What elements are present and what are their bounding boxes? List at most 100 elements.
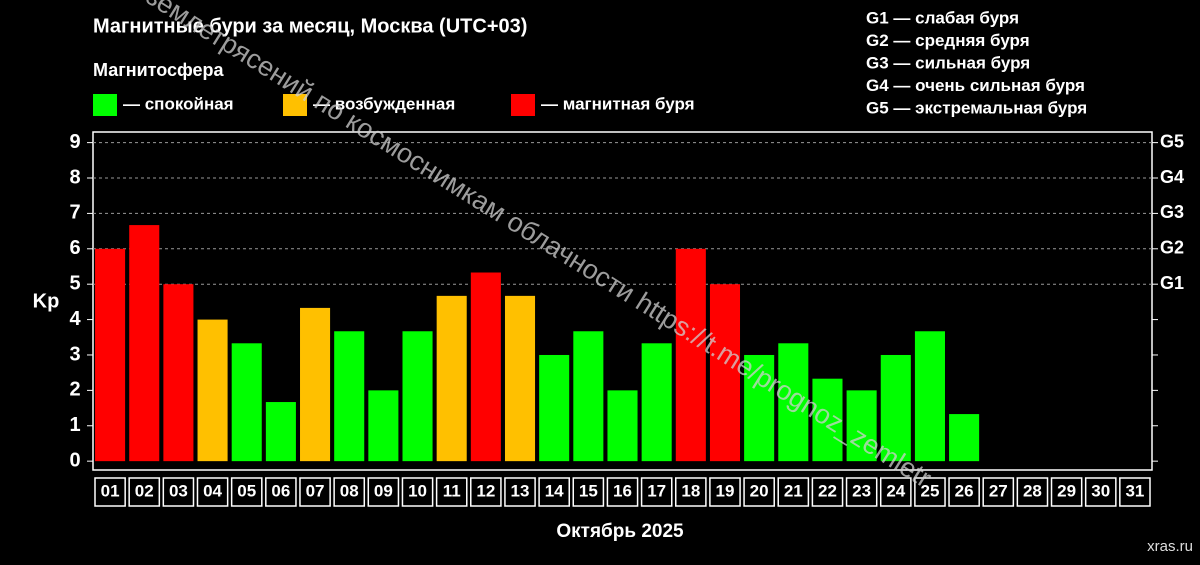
g-legend-label: G5 — экстремальная буря — [866, 98, 1087, 117]
x-tick-box — [230, 477, 263, 507]
y-tick-label: 2 — [69, 379, 80, 401]
x-tick-box — [367, 477, 400, 507]
x-tick-label: 18 — [681, 481, 700, 500]
x-tick-box — [196, 477, 229, 507]
x-tick-label: 26 — [955, 481, 974, 500]
chart-subtitle: Магнитосфера — [93, 60, 225, 80]
x-tick-label: 21 — [784, 481, 803, 500]
x-tick-label: 09 — [374, 481, 393, 500]
x-tick-box — [94, 477, 126, 507]
bar — [744, 354, 775, 462]
y-axis-label: Kp — [33, 290, 60, 312]
x-tick-box — [606, 477, 639, 507]
x-tick-label: 10 — [408, 481, 427, 500]
x-tick-box — [572, 477, 605, 507]
bar — [231, 343, 262, 462]
x-tick-box — [162, 477, 195, 507]
y2-tick-label: G1 — [1160, 273, 1184, 293]
y-tick-label: 3 — [69, 343, 80, 365]
x-tick-box — [435, 477, 468, 507]
x-tick-box — [777, 477, 810, 507]
bar — [129, 225, 160, 462]
y2-tick-label: G5 — [1160, 131, 1184, 151]
x-tick-label: 17 — [647, 481, 666, 500]
bar — [607, 390, 638, 462]
y-tick-label: 0 — [69, 449, 80, 471]
x-tick-label: 27 — [989, 481, 1008, 500]
x-tick-box — [914, 477, 946, 507]
x-tick-box — [299, 477, 331, 507]
x-tick-box — [333, 477, 366, 507]
g-legend-label: G1 — слабая буря — [866, 8, 1019, 27]
x-tick-label: 31 — [1125, 481, 1144, 500]
y-tick-label: 6 — [69, 237, 80, 259]
x-tick-box — [1050, 477, 1083, 507]
x-tick-label: 20 — [750, 481, 769, 500]
legend-swatch — [93, 94, 117, 116]
bar — [539, 354, 570, 462]
bar — [573, 331, 604, 462]
legend-label: — магнитная буря — [541, 94, 695, 113]
x-tick-label: 29 — [1057, 481, 1076, 500]
x-tick-label: 01 — [101, 481, 120, 500]
x-tick-box — [709, 477, 741, 507]
x-tick-box — [1084, 477, 1117, 507]
x-tick-box — [879, 477, 912, 507]
x-tick-label: 30 — [1091, 481, 1110, 500]
x-tick-label: 28 — [1023, 481, 1042, 500]
bar — [470, 272, 501, 462]
x-tick-box — [265, 477, 297, 507]
legend-label: — возбужденная — [313, 94, 455, 113]
x-tick-label: 06 — [271, 481, 290, 500]
plot-frame — [92, 131, 1153, 471]
x-tick-box — [504, 477, 536, 507]
bar — [197, 319, 228, 462]
x-tick-label: 08 — [340, 481, 359, 500]
bar — [675, 248, 706, 462]
x-tick-box — [1119, 477, 1151, 507]
g-legend-label: G2 — средняя буря — [866, 31, 1030, 50]
bar — [95, 248, 126, 462]
g-legend-label: G3 — сильная буря — [866, 53, 1030, 72]
x-axis-label: Октябрь 2025 — [556, 521, 684, 542]
y-tick-label: 7 — [69, 202, 80, 224]
y-tick-label: 5 — [69, 272, 80, 294]
x-tick-box — [640, 477, 673, 507]
bar — [402, 331, 433, 462]
x-tick-label: 16 — [613, 481, 632, 500]
x-tick-box — [128, 477, 161, 507]
bar — [163, 284, 194, 462]
x-tick-label: 12 — [476, 481, 495, 500]
legend-swatch — [283, 94, 307, 116]
x-tick-label: 19 — [716, 481, 735, 500]
x-tick-label: 25 — [920, 481, 939, 500]
y-tick-label: 1 — [69, 414, 80, 436]
bar — [436, 295, 467, 462]
bar — [641, 343, 672, 462]
legend-swatch — [511, 94, 535, 116]
x-tick-label: 07 — [306, 481, 325, 500]
x-tick-label: 23 — [852, 481, 871, 500]
x-tick-label: 02 — [135, 481, 154, 500]
bar — [778, 343, 809, 462]
x-tick-label: 11 — [443, 481, 461, 500]
bar — [709, 284, 741, 462]
credit: xras.ru — [1147, 538, 1193, 555]
x-tick-label: 24 — [886, 481, 905, 500]
y-tick-label: 9 — [69, 131, 80, 153]
y2-tick-label: G2 — [1160, 238, 1184, 258]
y2-tick-label: G3 — [1160, 202, 1184, 222]
chart-title: Магнитные бури за месяц, Москва (UTC+03) — [93, 15, 527, 37]
bar — [300, 307, 331, 462]
bar — [265, 402, 296, 462]
x-tick-box — [845, 477, 878, 507]
y2-tick-label: G4 — [1160, 167, 1184, 187]
bar — [368, 390, 399, 462]
x-tick-box — [538, 477, 571, 507]
bar — [846, 390, 877, 462]
y-tick-label: 4 — [69, 308, 81, 330]
bar — [812, 378, 843, 462]
x-tick-box — [1016, 477, 1049, 507]
x-tick-label: 13 — [511, 481, 530, 500]
